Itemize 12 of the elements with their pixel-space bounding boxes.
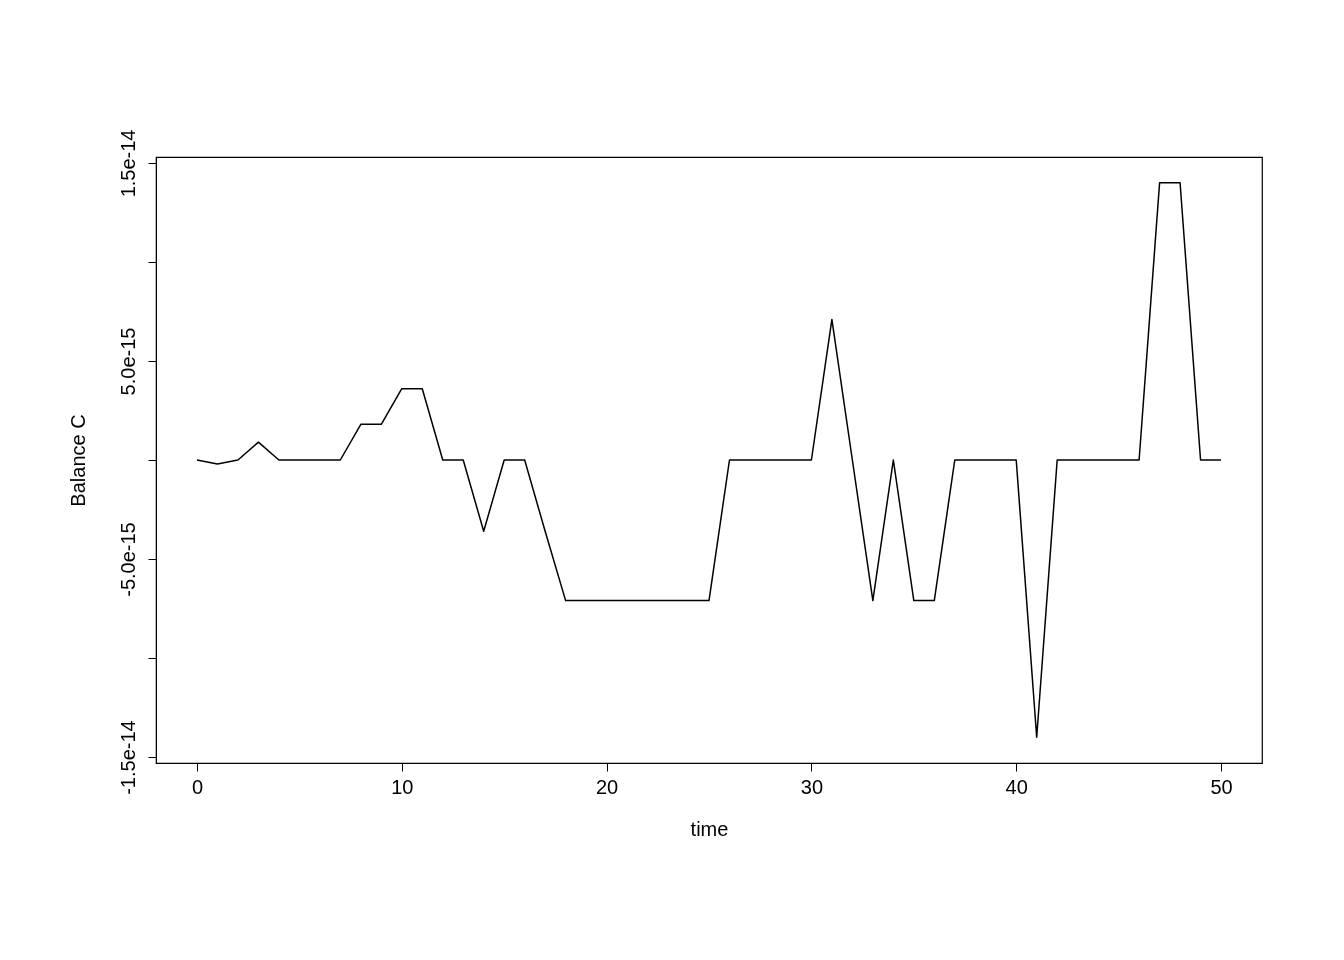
y-tick-label: -1.5e-14 (116, 720, 139, 795)
y-tick-label: 1.5e-14 (116, 129, 139, 198)
y-tick-label: 5.0e-15 (116, 327, 139, 396)
y-tick-label: -5.0e-15 (116, 522, 139, 597)
x-tick-label: 30 (800, 775, 824, 798)
x-tick-label: 0 (191, 775, 204, 798)
x-axis-title: time (690, 817, 729, 840)
x-tick-label: 20 (595, 775, 619, 798)
x-tick-label: 40 (1005, 775, 1028, 798)
x-tick-label: 10 (391, 775, 414, 798)
y-axis-title: Balance C (66, 414, 89, 507)
x-tick-label: 50 (1210, 775, 1233, 798)
